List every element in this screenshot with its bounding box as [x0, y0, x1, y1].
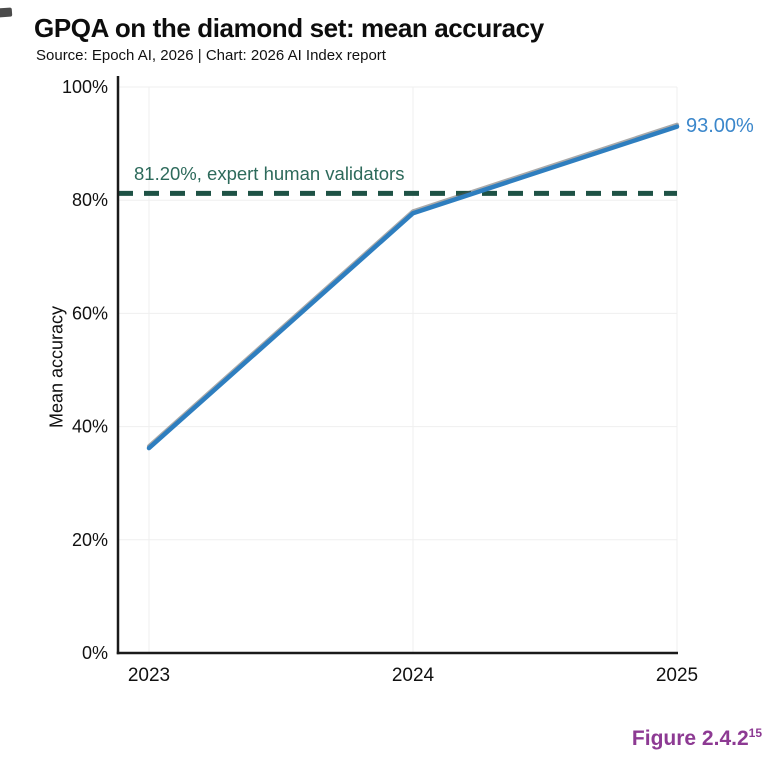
y-tick-label: 20% [72, 530, 108, 550]
chart-title: GPQA on the diamond set: mean accuracy [34, 13, 544, 43]
y-tick-label: 40% [72, 417, 108, 437]
y-tick-label: 0% [82, 643, 108, 663]
line-series [146, 124, 680, 451]
y-tick-label: 60% [72, 303, 108, 323]
y-tick-label: 100% [62, 77, 108, 97]
y-axis-title: Mean accuracy [46, 305, 67, 429]
x-tick-label: 2023 [128, 665, 170, 686]
chart-canvas: 0% 20% 40% 60% 80% 100% 2023 2024 2025 [62, 76, 698, 686]
figure-caption: Figure 2.4.215 [632, 727, 762, 751]
end-value-label: 93.00% [686, 114, 754, 137]
figure-caption-footnote: 15 [748, 726, 762, 740]
figure-caption-text: Figure 2.4.2 [631, 727, 749, 750]
chart-subtitle: Source: Epoch AI, 2026 | Chart: 2026 AI … [36, 47, 386, 64]
x-tick-label: 2025 [656, 665, 698, 686]
y-tick-label: 80% [72, 190, 108, 210]
x-tick-label: 2024 [392, 665, 435, 686]
threshold-label: 81.20%, expert human validators [134, 163, 405, 185]
